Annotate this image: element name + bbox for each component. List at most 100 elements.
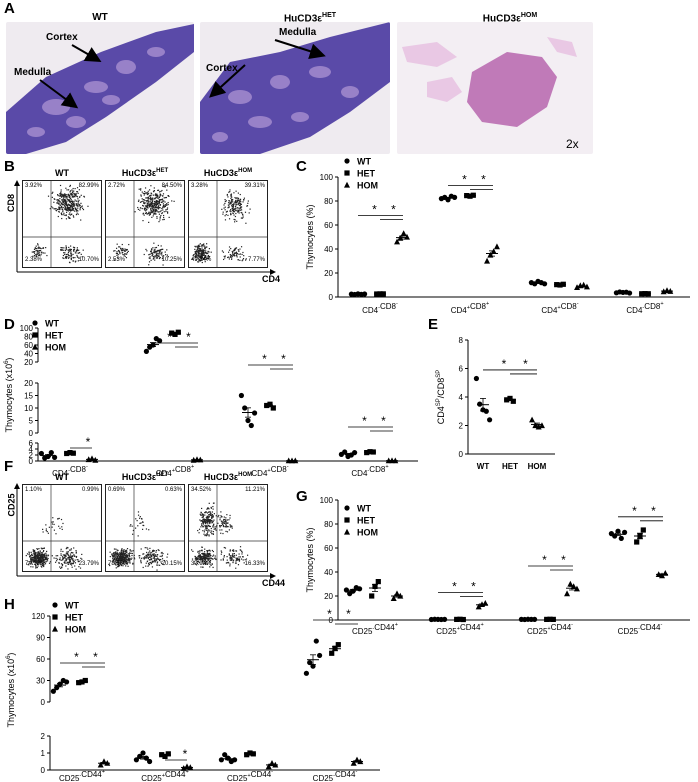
chart-d-wt-cat2-point bbox=[245, 417, 251, 424]
chart-e-sig-star-1: * bbox=[502, 357, 507, 371]
flow-f-title-hom: HuCD3εHOM bbox=[203, 472, 253, 482]
chart-h-legend-label-het: HET bbox=[65, 613, 84, 623]
chart-c-ylabel: Thymocytes (%) bbox=[305, 204, 315, 269]
chart-h-y-top-tick-label: 60 bbox=[36, 655, 45, 664]
chart-d-het-cat1-point bbox=[172, 331, 178, 337]
chart-c-hom-cat0-point bbox=[403, 233, 410, 240]
chart-h-wt-cat3-point bbox=[317, 652, 323, 659]
flow-f-quadrant-lr: 20.15% bbox=[161, 561, 182, 567]
chart-d-y-mid-tick-label: 20 bbox=[24, 379, 33, 388]
chart-d-category-0: CD4-CD8- bbox=[52, 464, 88, 478]
chart-g-hom-cat2-point bbox=[564, 590, 571, 597]
chart-e-hom-point bbox=[529, 416, 536, 423]
chart-d-wt-cat2-point bbox=[242, 405, 248, 411]
flow-b-quadrant-ur: 82.99% bbox=[78, 183, 99, 189]
flow-b-axis-arrows bbox=[14, 180, 276, 275]
chart-c-category-1: CD4+CD8+ bbox=[451, 301, 490, 315]
flow-f-quadrant-ul: 1.10% bbox=[25, 487, 43, 493]
chart-c-wt-cat2-point bbox=[542, 281, 548, 287]
chart-g-legend-marker-hom bbox=[344, 528, 350, 535]
chart-c-category-2: CD4+CD8- bbox=[541, 301, 578, 315]
chart-e-hom-point bbox=[538, 422, 545, 429]
chart-c-wt-cat1-point bbox=[452, 194, 458, 200]
chart-e-category-2: HOM bbox=[528, 462, 547, 471]
chart-h-wt-cat2-point bbox=[222, 752, 228, 758]
chart-d-wt-cat2-point bbox=[252, 410, 258, 416]
chart-g-wt-cat2-point bbox=[532, 616, 538, 623]
chart-h-category-3: CD25-CD44- bbox=[313, 769, 358, 782]
flow-f-quadrant-ul: 34.52% bbox=[191, 487, 212, 493]
chart-h-wt-cat3-point bbox=[307, 659, 313, 666]
histology-image-wt bbox=[6, 22, 194, 154]
flow-b-quadrant-ur: 84.50% bbox=[161, 183, 182, 189]
chart-h-sig-0-star-1: * bbox=[74, 650, 79, 664]
flow-b-quadrant-lr: 10.25% bbox=[161, 257, 182, 263]
chart-c-wt-cat0-point bbox=[362, 291, 368, 297]
flow-b-quadrant-lr: 7.77% bbox=[247, 257, 265, 263]
flow-b-plot-3: 3.28% 39.31% 49.64% 7.77% bbox=[188, 180, 268, 268]
chart-d-sig-2-star-1: * bbox=[262, 352, 267, 366]
flow-b-quadrant-ul: 2.72% bbox=[108, 183, 126, 189]
chart-d-y-top-tick-label: 40 bbox=[24, 350, 33, 359]
flow-b-quadrant-lr: 10.70% bbox=[78, 257, 99, 263]
chart-h-legend-marker-het bbox=[52, 614, 58, 620]
chart-h-het-cat0-point bbox=[82, 677, 88, 684]
label-medulla-wt: Medulla bbox=[14, 67, 52, 78]
panel-label-g: G bbox=[296, 488, 308, 505]
chart-h-het-cat1-point bbox=[165, 751, 171, 757]
chart-d-wt-cat0-point bbox=[38, 450, 45, 457]
histology-arrows bbox=[39, 39, 326, 109]
chart-d-y-mid-tick-label: 15 bbox=[24, 392, 33, 401]
histo-title-hom: HuCD3εHOM bbox=[482, 12, 538, 25]
chart-h-wt-cat2-point bbox=[232, 757, 238, 763]
chart-d-sig-3-star-2: * bbox=[381, 414, 386, 428]
chart-g-legend-label-wt: WT bbox=[357, 504, 371, 514]
chart-g-wt-cat3-point bbox=[618, 535, 624, 542]
chart-g-y-tick-label: 100 bbox=[320, 496, 334, 505]
chart-h-category-0: CD25-CD44+ bbox=[59, 769, 105, 782]
chart-d-y-top-tick-label: 20 bbox=[24, 358, 33, 367]
chart-h-legend-marker-wt bbox=[52, 602, 58, 608]
chart-g-category-3: CD25-CD44- bbox=[618, 622, 663, 636]
panel-label-e: E bbox=[428, 316, 439, 333]
chart-d-y-top-tick-label: 80 bbox=[24, 333, 33, 342]
chart-d-y-bot-tick-label: 0 bbox=[29, 457, 34, 466]
chart-g-sig-3-star-2: * bbox=[651, 504, 656, 518]
flow-b-plot-1: 3.92% 82.99% 2.38% 10.70% bbox=[22, 180, 102, 268]
panel-label-f: F bbox=[4, 458, 14, 475]
chart-d-category-1: CD4+CD8+ bbox=[156, 464, 195, 478]
flow-f-quadrant-lr: 23.79% bbox=[78, 561, 99, 567]
chart-g-category-0: CD25-CD44+ bbox=[352, 622, 398, 636]
chart-c-y-tick-label: 0 bbox=[329, 293, 334, 302]
chart-d-ylabel: Thymocytes (x106) bbox=[4, 358, 14, 433]
histo-title-wt: WT bbox=[92, 12, 108, 23]
chart-d-legend-marker-het bbox=[32, 332, 38, 338]
chart-g-y-tick-label: 40 bbox=[324, 568, 333, 577]
chart-h-sig-1-star: * bbox=[183, 747, 188, 761]
chart-d-y-bot-tick-label: 4 bbox=[29, 445, 34, 454]
chart-d-y-bot-tick-label: 2 bbox=[29, 451, 34, 460]
chart-d-y-mid-tick-label: 5 bbox=[29, 417, 34, 426]
chart-g-sig-1-star-2: * bbox=[471, 579, 476, 593]
chart-e-wt-point bbox=[477, 401, 483, 407]
chart-d-wt-cat1-point bbox=[143, 348, 149, 354]
chart-e-y-tick-label: 4 bbox=[459, 393, 464, 402]
histo-title-het: HuCD3εHET bbox=[283, 12, 337, 25]
chart-d-het-cat2-point bbox=[270, 405, 276, 411]
chart-g-y-tick-label: 20 bbox=[324, 592, 333, 601]
flow-b-xlabel: CD4 bbox=[262, 274, 281, 284]
chart-g-wt-cat3-point bbox=[615, 528, 621, 534]
chart-d-sig-2-star-2: * bbox=[281, 352, 286, 366]
chart-c-y-tick-label: 20 bbox=[324, 269, 333, 278]
chart-h-het-cat3-point bbox=[329, 650, 335, 656]
chart-h-wt-cat0-point bbox=[50, 688, 57, 694]
chart-h-hom-cat3-point bbox=[350, 760, 357, 766]
chart-d-sig-0-star: * bbox=[86, 435, 91, 449]
chart-h-wt-cat3-point bbox=[313, 638, 319, 644]
chart-h-legend-marker-hom bbox=[52, 625, 58, 632]
panel-label-b: B bbox=[4, 158, 15, 175]
chart-e-wt-point bbox=[473, 375, 479, 382]
label-medulla-het: Medulla bbox=[279, 27, 317, 38]
chart-e-category-1: HET bbox=[502, 462, 518, 471]
